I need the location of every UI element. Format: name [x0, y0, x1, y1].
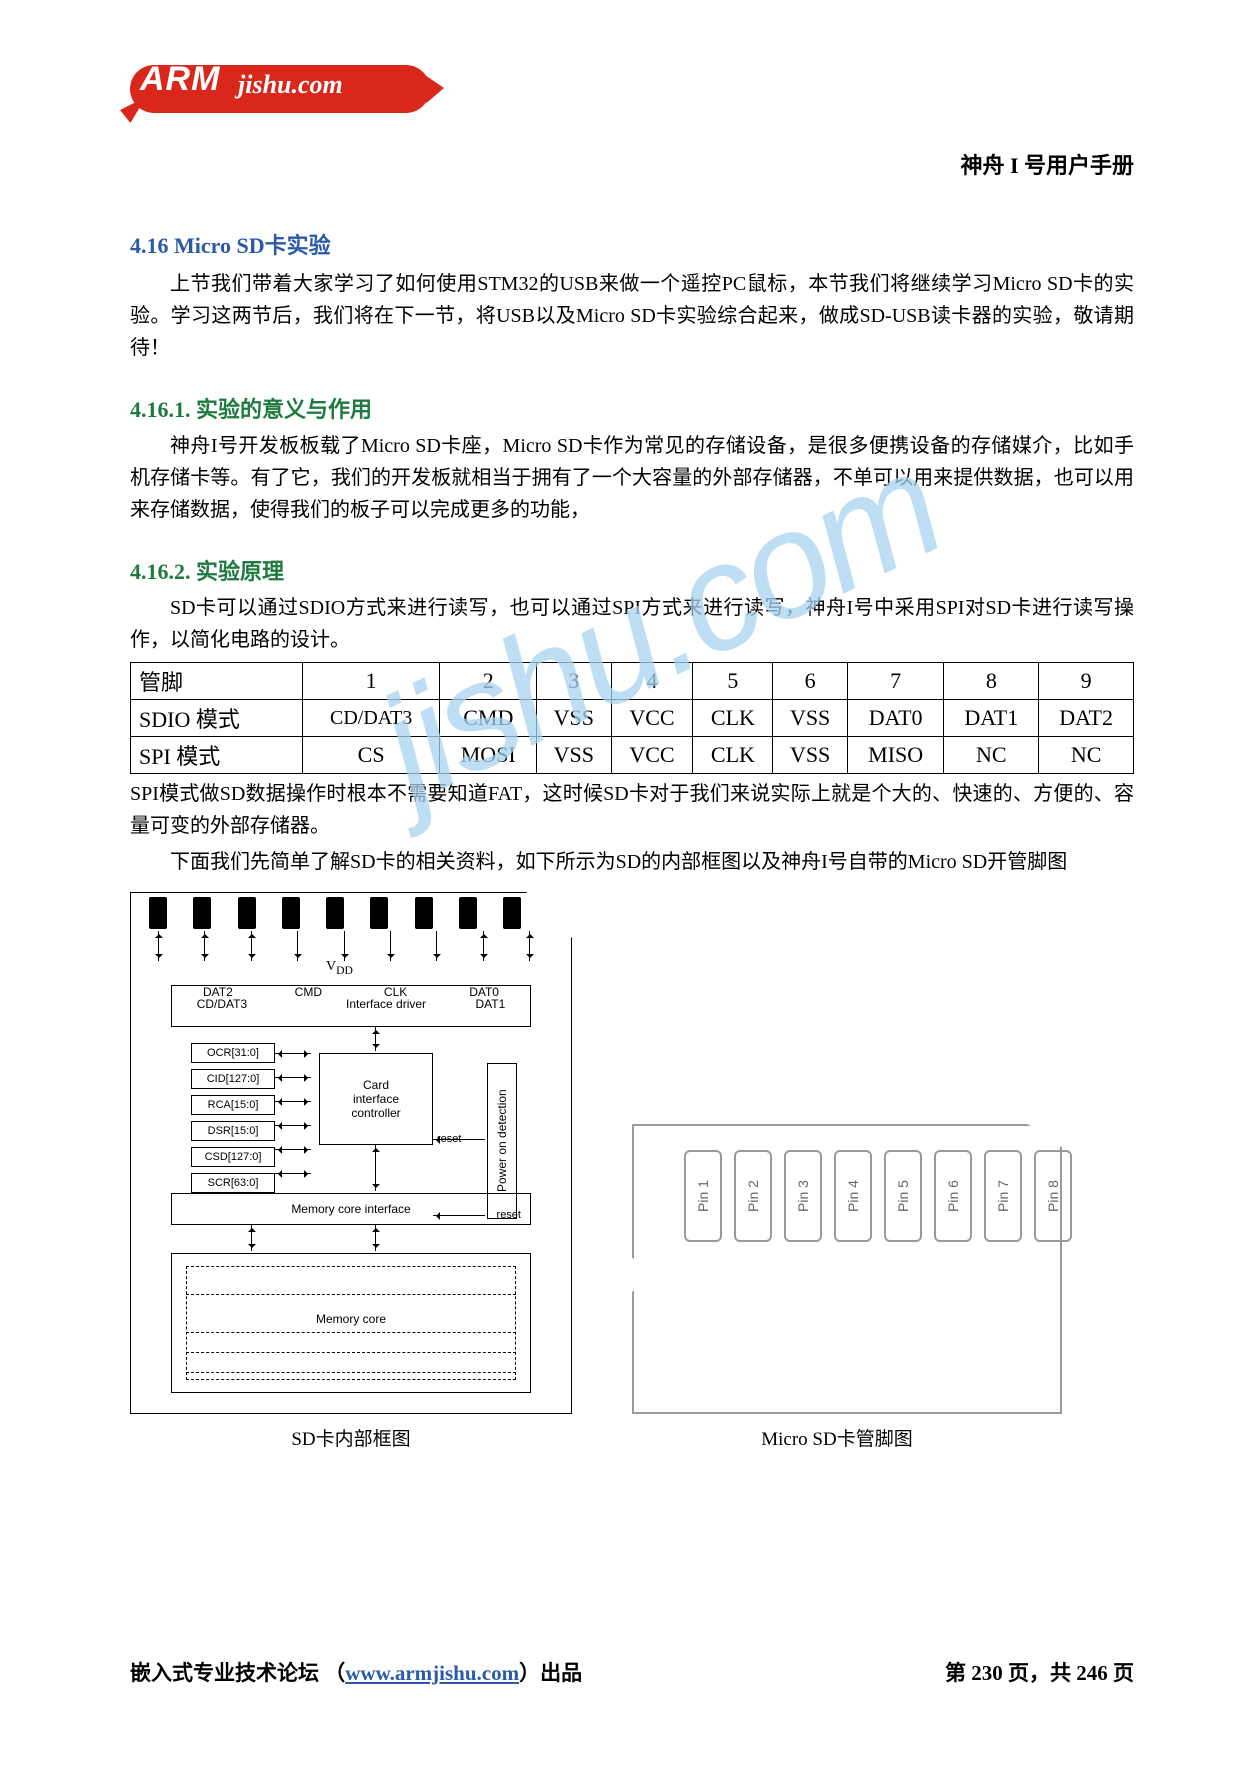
th-2: 2 — [440, 663, 537, 700]
footer-page-number: 第 230 页，共 246 页 — [945, 1657, 1134, 1687]
principle-paragraph-3: 下面我们先简单了解SD卡的相关资料，如下所示为SD的内部框图以及神舟I号自带的M… — [130, 846, 1134, 878]
cell: DAT0 — [847, 700, 944, 737]
meaning-paragraph: 神舟I号开发板板载了Micro SD卡座，Micro SD卡作为常见的存储设备，… — [130, 430, 1134, 526]
cell: CMD — [440, 700, 537, 737]
cell: CLK — [693, 700, 773, 737]
row-label-sdio: SDIO 模式 — [131, 700, 303, 737]
cell: CD/DAT3 — [302, 700, 440, 737]
reg-dsr: DSR[15:0] — [191, 1121, 275, 1141]
sd-internal-figure: VDD DAT2 CMD CLK DAT0 CD/DAT3 Interface … — [130, 892, 572, 1451]
cell: NC — [944, 737, 1039, 774]
subsection-heading-4-16-1: 4.16.1. 实验的意义与作用 — [130, 392, 1134, 424]
memory-core-box: Memory core — [171, 1253, 531, 1393]
logo-arm-text: ARM — [140, 60, 220, 99]
principle-paragraph-2: SPI模式做SD数据操作时根本不需要知道FAT，这时候SD卡对于我们来说实际上就… — [130, 778, 1134, 842]
page-footer: 嵌入式专业技术论坛 （www.armjishu.com）出品 第 230 页，共… — [130, 1657, 1134, 1687]
section-heading-4-16: 4.16 Micro SD卡实验 — [130, 228, 1134, 260]
caption-sd-internal: SD卡内部框图 — [291, 1424, 410, 1451]
th-9: 9 — [1039, 663, 1134, 700]
vdd-label: VDD — [326, 959, 353, 977]
cell: DAT1 — [944, 700, 1039, 737]
th-4: 4 — [611, 663, 693, 700]
micro-sd-pin-diagram: Pin 1 Pin 2 Pin 3 Pin 4 Pin 5 Pin 6 Pin … — [612, 1124, 1062, 1414]
th-8: 8 — [944, 663, 1039, 700]
register-column: OCR[31:0] CID[127:0] RCA[15:0] DSR[15:0]… — [191, 1043, 275, 1193]
cell: VSS — [773, 700, 847, 737]
table-header-row: 管脚 1 2 3 4 5 6 7 8 9 — [131, 663, 1134, 700]
reg-cid: CID[127:0] — [191, 1069, 275, 1089]
cell: CLK — [693, 737, 773, 774]
msd-pin-2: Pin 2 — [734, 1150, 772, 1242]
site-logo: ARM jishu.com — [130, 60, 440, 128]
th-7: 7 — [847, 663, 944, 700]
ifc-dat1: DAT1 — [475, 998, 505, 1010]
card-interface-controller-box: Card interface controller — [319, 1053, 433, 1145]
msd-pin-5: Pin 5 — [884, 1150, 922, 1242]
table-row-sdio: SDIO 模式 CD/DAT3 CMD VSS VCC CLK VSS DAT0… — [131, 700, 1134, 737]
th-pin-label: 管脚 — [131, 663, 303, 700]
table-row-spi: SPI 模式 CS MOSI VSS VCC CLK VSS MISO NC N… — [131, 737, 1134, 774]
sd-internal-diagram: VDD DAT2 CMD CLK DAT0 CD/DAT3 Interface … — [130, 892, 572, 1414]
sd-top-contacts — [149, 897, 521, 929]
cell: VCC — [611, 700, 693, 737]
logo-rest-text: jishu.com — [238, 70, 343, 100]
cell: VSS — [537, 737, 611, 774]
reg-scr: SCR[63:0] — [191, 1173, 275, 1193]
subsection-heading-4-16-2: 4.16.2. 实验原理 — [130, 554, 1134, 586]
cell: VSS — [537, 700, 611, 737]
reg-rca: RCA[15:0] — [191, 1095, 275, 1115]
caption-micro-sd: Micro SD卡管脚图 — [761, 1424, 912, 1451]
th-1: 1 — [302, 663, 440, 700]
th-5: 5 — [693, 663, 773, 700]
msd-pin-4: Pin 4 — [834, 1150, 872, 1242]
footer-left: 嵌入式专业技术论坛 （www.armjishu.com）出品 — [130, 1657, 582, 1687]
th-3: 3 — [537, 663, 611, 700]
msd-pin-7: Pin 7 — [984, 1150, 1022, 1242]
interface-driver-box: DAT2 CMD CLK DAT0 CD/DAT3 Interface driv… — [171, 985, 531, 1027]
msd-pin-8: Pin 8 — [1034, 1150, 1072, 1242]
principle-paragraph-1: SD卡可以通过SDIO方式来进行读写，也可以通过SPI方式来进行读写，神舟I号中… — [130, 592, 1134, 656]
micro-sd-pin-figure: Pin 1 Pin 2 Pin 3 Pin 4 Pin 5 Pin 6 Pin … — [612, 1124, 1062, 1451]
cell: VSS — [773, 737, 847, 774]
footer-link[interactable]: www.armjishu.com — [345, 1661, 519, 1685]
reg-ocr: OCR[31:0] — [191, 1043, 275, 1063]
msd-pin-6: Pin 6 — [934, 1150, 972, 1242]
memory-core-label: Memory core — [172, 1312, 530, 1326]
intro-paragraph: 上节我们带着大家学习了如何使用STM32的USB来做一个遥控PC鼠标，本节我们将… — [130, 268, 1134, 364]
msd-pin-3: Pin 3 — [784, 1150, 822, 1242]
ifc-cddat3: CD/DAT3 — [197, 998, 247, 1010]
th-6: 6 — [773, 663, 847, 700]
msd-pin-1: Pin 1 — [684, 1150, 722, 1242]
pin-mode-table: 管脚 1 2 3 4 5 6 7 8 9 SDIO 模式 CD/DAT3 CMD… — [130, 662, 1134, 774]
memory-core-interface-box: Memory core interface — [171, 1193, 531, 1225]
cell: CS — [302, 737, 440, 774]
cell: MOSI — [440, 737, 537, 774]
cell: VCC — [611, 737, 693, 774]
cell: NC — [1039, 737, 1134, 774]
row-label-spi: SPI 模式 — [131, 737, 303, 774]
reset-label-2: reset — [497, 1209, 521, 1221]
reg-csd: CSD[127:0] — [191, 1147, 275, 1167]
ifc-label: Interface driver — [346, 998, 426, 1010]
document-title: 神舟 I 号用户手册 — [130, 148, 1134, 180]
cell: MISO — [847, 737, 944, 774]
ifc-cmd: CMD — [295, 986, 322, 998]
cell: DAT2 — [1039, 700, 1134, 737]
